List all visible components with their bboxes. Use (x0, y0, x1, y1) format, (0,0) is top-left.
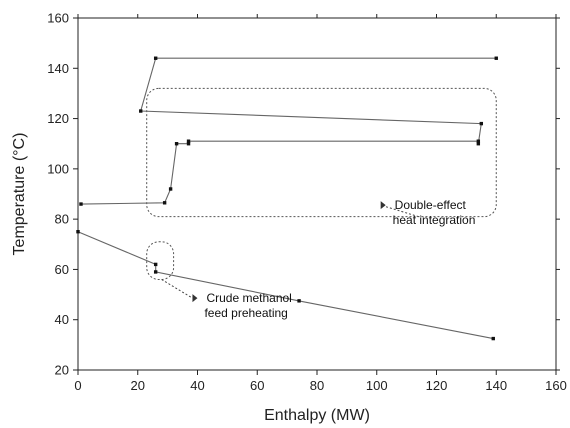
y-tick-label: 120 (47, 111, 69, 126)
annotation-text: Double-effect heat integration (393, 198, 476, 227)
x-tick-label: 60 (250, 378, 264, 393)
series-line (80, 57, 497, 205)
data-point (162, 201, 167, 205)
annotation-line: Double-effect (395, 198, 467, 212)
y-tick-label: 20 (55, 363, 69, 378)
x-tick-label: 100 (366, 378, 388, 393)
annotation-text: Crude methanol feed preheating (204, 291, 291, 320)
annotation-arrowhead (380, 201, 386, 210)
annotation-arrowhead (192, 294, 198, 303)
annotation-line: heat integration (393, 213, 476, 227)
data-point (479, 121, 484, 126)
y-tick-label: 40 (55, 312, 69, 327)
data-point (153, 270, 158, 274)
x-tick-label: 40 (190, 378, 204, 393)
annotation-line: feed preheating (204, 306, 287, 320)
data-point (139, 109, 143, 113)
series-line (77, 231, 494, 340)
data-point (174, 142, 179, 146)
y-tick-label: 140 (47, 61, 69, 76)
data-point (153, 56, 158, 60)
x-tick-label: 20 (131, 378, 145, 393)
data-point (79, 202, 83, 206)
data-point (76, 230, 80, 234)
x-axis-label: Enthalpy (MW) (264, 407, 370, 424)
data-point (491, 336, 495, 341)
y-axis-label: Temperature (°C) (11, 133, 28, 256)
annotation-texts: Double-effect heat integration Crude metha… (204, 198, 475, 320)
x-tick-label: 80 (310, 378, 324, 393)
tick-labels: 0 20 40 60 80 100 120 140 160 20 40 60 80 100 120 140 16… (47, 11, 567, 394)
data-point (153, 262, 158, 267)
annotation-pointer (380, 204, 419, 218)
data-point (476, 139, 481, 143)
data-point (494, 56, 498, 60)
x-tick-label: 0 (74, 378, 81, 393)
data-point (186, 142, 191, 146)
data-point (297, 299, 301, 303)
data-point (186, 139, 191, 143)
axes (73, 14, 560, 375)
plot-frame (77, 17, 557, 371)
x-tick-label: 160 (545, 378, 567, 393)
series-group (76, 56, 498, 341)
data-point (476, 142, 481, 146)
y-tick-label: 60 (55, 262, 69, 277)
y-tick-label: 160 (47, 11, 69, 26)
annotation-boxes (146, 87, 497, 303)
data-point (168, 187, 173, 191)
y-tick-label: 80 (55, 212, 69, 227)
annotation-box (146, 87, 497, 218)
x-tick-label: 140 (485, 378, 507, 393)
y-tick-label: 100 (47, 161, 69, 176)
annotation-box (146, 241, 175, 280)
annotation-pointer (161, 279, 193, 299)
x-tick-label: 120 (426, 378, 448, 393)
annotation-line: Crude methanol (206, 291, 291, 305)
